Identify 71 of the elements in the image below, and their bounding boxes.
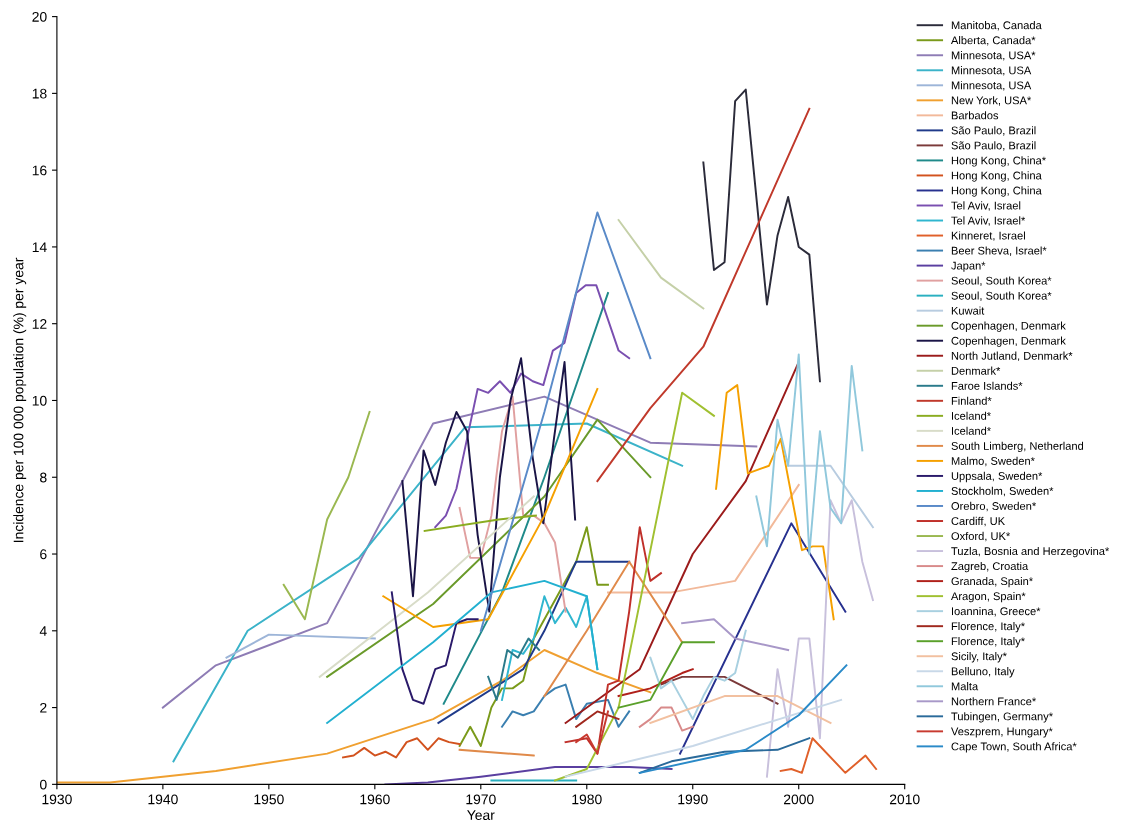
- y-tick-label: 0: [40, 779, 47, 790]
- legend-label: São Paulo, Brazil: [951, 126, 1036, 136]
- y-tick-label: 16: [32, 165, 47, 176]
- legend-label: Ioannina, Greece*: [951, 606, 1041, 617]
- legend-label: Hong Kong, China: [951, 186, 1042, 197]
- legend-label: Iceland*: [951, 411, 991, 420]
- legend-label: Granada, Spain*: [951, 576, 1033, 588]
- legend-label: Faroe Islands*: [951, 381, 1023, 390]
- x-tick-label: 1940: [148, 794, 178, 805]
- legend-label: Cardiff, UK: [951, 516, 1005, 527]
- x-tick-label: 2010: [889, 794, 920, 805]
- y-tick-label: 2: [40, 702, 47, 713]
- legend-label: Iceland*: [951, 426, 991, 435]
- legend-label: Northern France*: [951, 697, 1037, 706]
- legend-label: Tubingen, Germany*: [951, 712, 1053, 723]
- legend-label: Minnesota, USA: [951, 66, 1032, 76]
- y-tick-label: 18: [32, 88, 47, 99]
- legend-label: Minnesota, USA: [951, 81, 1032, 91]
- y-tick-label: 12: [32, 319, 47, 329]
- legend-label: New York, USA*: [951, 96, 1032, 106]
- x-tick-label: 1960: [360, 794, 390, 805]
- legend-label: Beer Sheva, Israel*: [951, 246, 1047, 256]
- y-tick-label: 4: [39, 626, 47, 636]
- y-tick-label: 8: [40, 472, 47, 483]
- legend-label: Hong Kong, China: [951, 171, 1042, 182]
- legend-label: Belluno, Italy: [951, 667, 1015, 678]
- legend-label: Florence, Italy*: [951, 637, 1025, 648]
- legend-label: Manitoba, Canada: [951, 21, 1042, 31]
- legend-label: Minnesota, USA*: [951, 51, 1036, 61]
- legend-label: Seoul, South Korea*: [951, 276, 1052, 286]
- legend-label: Seoul, South Korea*: [951, 291, 1052, 301]
- legend-label: Malta: [951, 682, 979, 691]
- x-tick-label: 2000: [783, 794, 814, 805]
- y-tick-label: 6: [40, 549, 47, 560]
- x-tick-label: 1930: [42, 794, 72, 805]
- legend-label: Tuzla, Bosnia and Herzegovina*: [951, 546, 1110, 558]
- x-tick-label: 1980: [572, 794, 602, 805]
- y-axis-title: Incidence per 100 000 population (%) per year: [13, 257, 27, 543]
- legend-label: São Paulo, Brazil: [951, 141, 1036, 151]
- legend-label: Veszprem, Hungary*: [951, 727, 1053, 738]
- legend-label: Barbados: [951, 111, 999, 120]
- x-tick-label: 1970: [466, 794, 496, 805]
- x-tick-label: 1950: [254, 794, 284, 805]
- legend-label: Finland*: [951, 396, 992, 405]
- legend-label: Malmo, Sweden*: [951, 456, 1035, 467]
- x-tick-label: 1990: [678, 794, 708, 805]
- x-axis-title: Year: [467, 810, 495, 820]
- legend-label: Zagreb, Croatia: [951, 561, 1029, 573]
- y-tick-label: 10: [32, 395, 47, 406]
- legend-label: Tel Aviv, Israel*: [951, 216, 1026, 226]
- y-tick-label: 14: [32, 242, 47, 252]
- legend-label: Oxford, UK*: [951, 531, 1011, 542]
- y-tick-label: 20: [32, 11, 47, 22]
- legend-label: Copenhagen, Denmark: [951, 321, 1066, 332]
- legend-label: Cape Town, South Africa*: [951, 742, 1077, 753]
- legend-label: North Jutland, Denmark*: [951, 351, 1073, 362]
- legend-label: Uppsala, Sweden*: [951, 471, 1043, 483]
- legend-label: Alberta, Canada*: [950, 36, 1036, 46]
- legend-label: Japan*: [951, 261, 986, 272]
- legend-label: Copenhagen, Denmark: [951, 336, 1066, 347]
- legend-label: Sicily, Italy*: [951, 652, 1007, 663]
- legend-label: Florence, Italy*: [951, 622, 1025, 633]
- legend-label: Orebro, Sweden*: [951, 501, 1037, 512]
- legend-label: Kinneret, Israel: [951, 231, 1025, 241]
- legend-label: Tel Aviv, Israel: [951, 201, 1021, 211]
- legend-label: Hong Kong, China*: [951, 156, 1046, 167]
- legend-label: Aragon, Spain*: [950, 591, 1026, 603]
- legend-label: Kuwait: [951, 306, 985, 315]
- legend-label: Denmark*: [951, 366, 1001, 375]
- legend-label: South Limberg, Netherland: [951, 441, 1084, 453]
- legend-label: Stockholm, Sweden*: [951, 486, 1054, 497]
